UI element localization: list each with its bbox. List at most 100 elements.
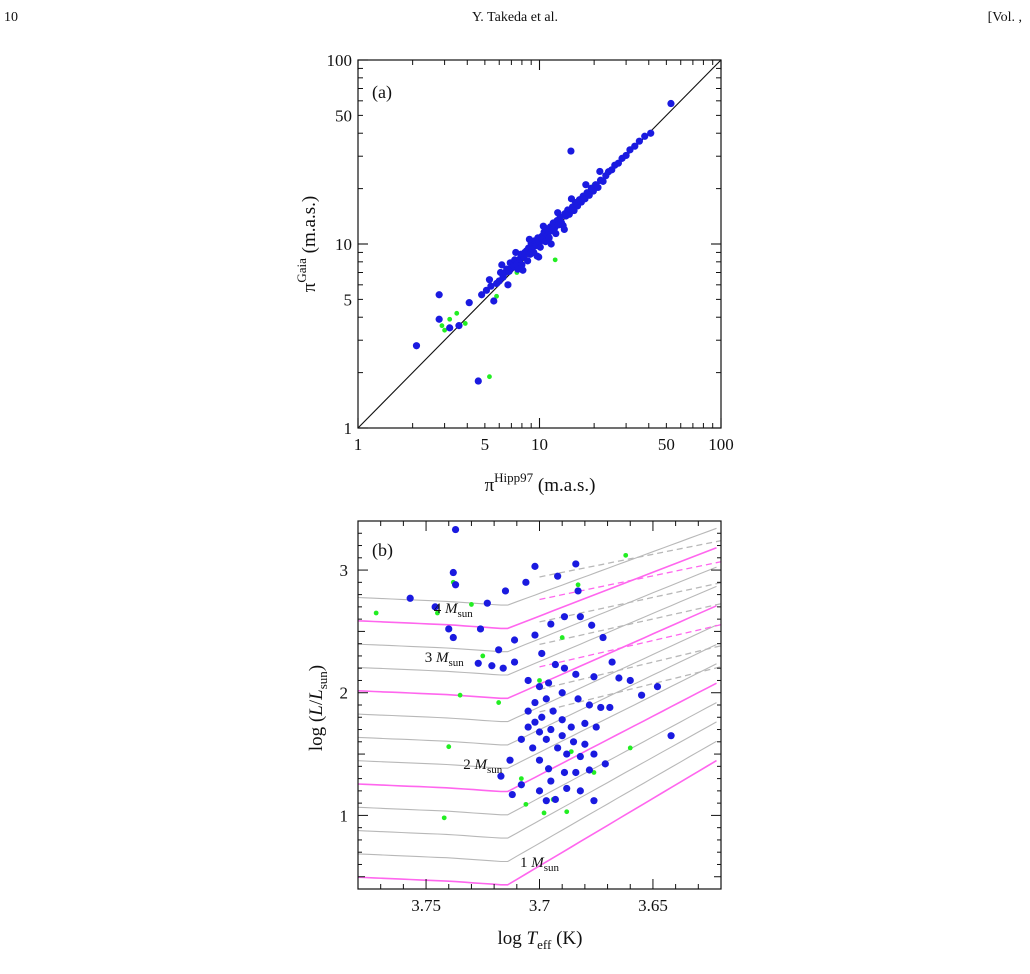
evolution-track	[358, 682, 717, 793]
panel-a-ticks: 1 5 10 50 100 1 5 10 50 100	[327, 51, 734, 454]
data-point	[480, 653, 486, 659]
data-point	[572, 560, 580, 568]
data-point	[518, 776, 524, 781]
data-point	[531, 562, 539, 570]
data-point	[552, 257, 558, 263]
data-point	[445, 625, 453, 633]
data-point	[608, 658, 616, 666]
mass-label: 1 Msun	[520, 855, 560, 874]
data-point	[574, 695, 582, 703]
data-point	[487, 374, 492, 380]
data-point	[524, 723, 532, 731]
data-point	[599, 633, 607, 642]
data-point	[590, 673, 598, 681]
data-point	[506, 756, 514, 764]
evolution-track	[358, 624, 717, 723]
x-tick-label: 100	[708, 435, 734, 454]
panel-a-x-axis-label: πHipp97 (m.a.s.)	[485, 470, 596, 496]
data-point	[590, 797, 598, 805]
evolution-track-dashed	[539, 624, 721, 668]
data-point	[474, 659, 482, 667]
evolution-track	[358, 546, 717, 630]
panel-a-y-axis-label: πGaia (m.a.s.)	[294, 196, 320, 292]
data-point	[559, 635, 565, 640]
data-point	[531, 718, 539, 726]
data-point	[581, 719, 589, 728]
data-point	[653, 683, 662, 691]
data-point	[449, 568, 457, 577]
data-point	[547, 777, 555, 785]
data-point	[496, 700, 502, 705]
data-point	[454, 310, 460, 316]
panel-b-green-points	[373, 552, 633, 821]
data-point	[538, 649, 546, 658]
data-point	[667, 732, 675, 740]
data-point	[529, 744, 537, 752]
data-point	[518, 261, 526, 269]
data-point	[560, 664, 569, 672]
data-point	[574, 587, 582, 595]
panel-b-frame	[357, 520, 722, 890]
data-point	[504, 281, 512, 289]
data-point	[581, 740, 589, 748]
data-point	[622, 151, 630, 160]
y-tick-label: 1	[340, 806, 349, 825]
evolution-track-dashed	[539, 666, 721, 713]
evolution-track	[358, 585, 717, 676]
data-point	[572, 768, 580, 777]
data-point	[442, 327, 447, 333]
data-point	[563, 750, 571, 758]
data-point	[542, 695, 550, 703]
mass-label: 2 Msun	[463, 757, 503, 776]
data-point	[627, 745, 633, 751]
data-point	[560, 225, 568, 234]
data-point	[601, 760, 609, 768]
evolution-track-dashed	[539, 540, 721, 578]
data-point	[499, 664, 507, 672]
x-tick-label: 50	[658, 435, 675, 454]
data-point	[439, 323, 445, 329]
data-point	[547, 620, 555, 628]
data-point	[446, 744, 452, 750]
evolution-track	[358, 663, 717, 769]
data-point	[431, 603, 439, 611]
data-point	[558, 689, 566, 697]
evolution-track	[358, 759, 717, 886]
panel-a-label: (a)	[372, 82, 392, 103]
data-point	[626, 676, 634, 685]
data-point	[435, 315, 443, 323]
data-point	[519, 266, 527, 274]
data-point	[535, 787, 544, 795]
data-point	[585, 701, 594, 709]
x-tick-label: 10	[531, 435, 548, 454]
data-point	[455, 322, 463, 330]
y-tick-label: 3	[340, 561, 349, 580]
data-point	[599, 177, 607, 185]
data-point	[476, 625, 485, 633]
data-point	[522, 578, 530, 586]
data-point	[535, 683, 544, 691]
data-point	[551, 795, 559, 804]
data-point	[510, 636, 519, 644]
data-point	[538, 713, 546, 721]
evolution-track	[358, 721, 717, 839]
data-point	[637, 691, 646, 699]
data-point	[435, 610, 440, 616]
data-point	[575, 582, 581, 588]
data-point	[517, 735, 525, 743]
evolution-track-dashed	[539, 561, 721, 601]
data-point	[497, 772, 505, 780]
data-point	[478, 291, 486, 299]
data-point	[535, 253, 543, 261]
data-point	[531, 631, 539, 639]
panel-b-x-axis-label: log Teff (K)	[498, 928, 583, 952]
data-point	[647, 129, 655, 137]
panel-b-evolutionary-tracks	[358, 527, 721, 886]
mass-label: 4 Msun	[434, 601, 474, 620]
evolution-track-dashed	[539, 645, 721, 691]
data-point	[542, 735, 550, 743]
data-point	[542, 797, 550, 805]
evolution-track-dashed	[539, 603, 721, 646]
evolution-track	[358, 605, 717, 700]
data-point	[631, 142, 639, 150]
